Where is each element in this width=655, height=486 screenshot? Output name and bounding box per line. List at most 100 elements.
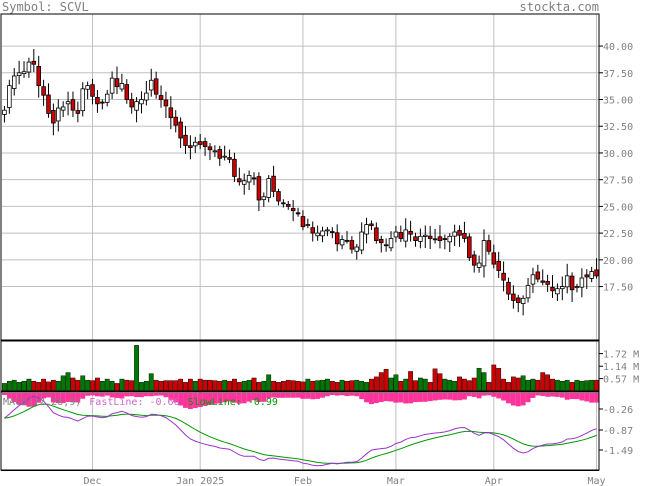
candle-down: [462, 233, 467, 239]
candle-up: [241, 180, 247, 185]
volume-bar: [417, 377, 423, 392]
macd-histogram-bar: [231, 393, 237, 403]
macd-histogram-bar: [21, 393, 27, 406]
candle-down: [496, 260, 501, 271]
volume-bar: [413, 380, 418, 392]
macd-histogram-bar: [173, 393, 179, 403]
macd-histogram-bar: [119, 393, 125, 399]
macd-histogram-bar: [124, 393, 130, 397]
candle-down: [413, 236, 418, 241]
macd-histogram-bar: [104, 393, 110, 396]
price-tick-label: 35.00: [603, 96, 633, 107]
candle-down: [75, 110, 81, 114]
volume-bar: [232, 378, 237, 392]
volume-bar: [398, 381, 404, 392]
candle-up: [2, 109, 7, 115]
volume-bar: [594, 379, 599, 392]
candle-up: [452, 231, 457, 237]
volume-bar: [295, 381, 301, 392]
volume-bar: [55, 381, 61, 392]
candle-down: [124, 84, 130, 100]
macd-histogram-bar: [413, 393, 418, 403]
volume-bar: [276, 382, 281, 392]
volume-bar: [11, 379, 17, 392]
volume-bar: [187, 378, 193, 392]
candle-down: [374, 227, 379, 241]
macd-histogram-bar: [515, 393, 521, 407]
volume-tick-label: 1.72 M: [603, 350, 639, 361]
macd-histogram-bar: [280, 393, 286, 398]
candle-up: [320, 230, 325, 237]
candle-down: [271, 175, 276, 192]
candle-down: [550, 286, 555, 292]
price-tick-label: 22.50: [603, 229, 633, 240]
volume-bar: [70, 377, 76, 392]
price-tick-label: 40.00: [603, 42, 633, 53]
volume-bar: [466, 380, 472, 392]
macd-histogram-bar: [564, 393, 570, 400]
macd-histogram-bar: [491, 393, 497, 397]
candle-up: [212, 150, 218, 153]
macd-histogram-bar: [369, 393, 374, 405]
macd-histogram-bar: [70, 393, 76, 403]
candle-up: [555, 288, 560, 295]
volume-bar: [486, 382, 492, 392]
candle-up: [530, 274, 536, 285]
macd-histogram-bar: [550, 393, 555, 397]
macd-histogram-bar: [158, 393, 164, 396]
volume-bar: [437, 373, 443, 392]
candle-down: [227, 157, 232, 160]
volume-bar: [36, 382, 42, 392]
macd-histogram-bar: [530, 393, 536, 398]
candle-down: [378, 238, 384, 244]
macd-histogram-bar: [457, 393, 462, 401]
candle-down: [491, 252, 497, 265]
candle-up: [11, 75, 17, 89]
macd-histogram-bar: [447, 393, 453, 400]
macd-histogram-bar: [6, 393, 12, 399]
candle-down: [168, 107, 174, 119]
candle-up: [481, 240, 487, 267]
candle-up: [354, 246, 360, 252]
candle-down: [232, 158, 237, 177]
candle-down: [158, 95, 164, 100]
volume-bar: [354, 379, 360, 392]
volume-bar: [75, 379, 81, 392]
volume-bar: [26, 378, 32, 392]
axis-labels: 40.00 37.50 35.00 32.50 30.00 27.50 25.00 22.50…: [3, 42, 639, 486]
volume-bar: [525, 379, 531, 392]
volume-bar: [280, 381, 286, 392]
candle-up: [266, 178, 271, 198]
candle-up: [305, 224, 311, 226]
macd-histogram-bar: [432, 393, 438, 401]
volume-bar: [359, 381, 365, 392]
macd-histogram-bar: [344, 393, 350, 397]
volume-bar: [80, 375, 86, 392]
volume-bar: [349, 380, 355, 392]
candle-down: [515, 297, 521, 303]
macd-histogram-bar: [295, 393, 301, 398]
candle-up: [26, 61, 32, 73]
volume-bar: [305, 378, 311, 392]
bottom-border: [1, 470, 599, 471]
date-tick-label: May: [588, 476, 606, 486]
volume-bar: [192, 381, 198, 392]
price-tick-label: 32.50: [603, 122, 633, 133]
candle-down: [197, 141, 203, 145]
candle-down: [41, 86, 46, 96]
volume-bar: [197, 378, 203, 392]
macd-histogram-bar: [324, 393, 330, 397]
macd-histogram-bar: [422, 393, 428, 402]
volume-bar: [148, 373, 154, 392]
candle-up: [134, 101, 139, 111]
macd-histogram-bar: [310, 393, 316, 400]
date-tick-label: Dec: [83, 476, 101, 486]
candle-up: [80, 88, 86, 112]
candle-down: [584, 274, 590, 278]
price-tick-label: 37.50: [603, 69, 633, 80]
candle-down: [457, 230, 462, 236]
volume-bar: [21, 381, 27, 392]
candle-up: [7, 85, 12, 108]
macd-histogram-bar: [187, 393, 193, 409]
candle-down: [506, 281, 511, 295]
